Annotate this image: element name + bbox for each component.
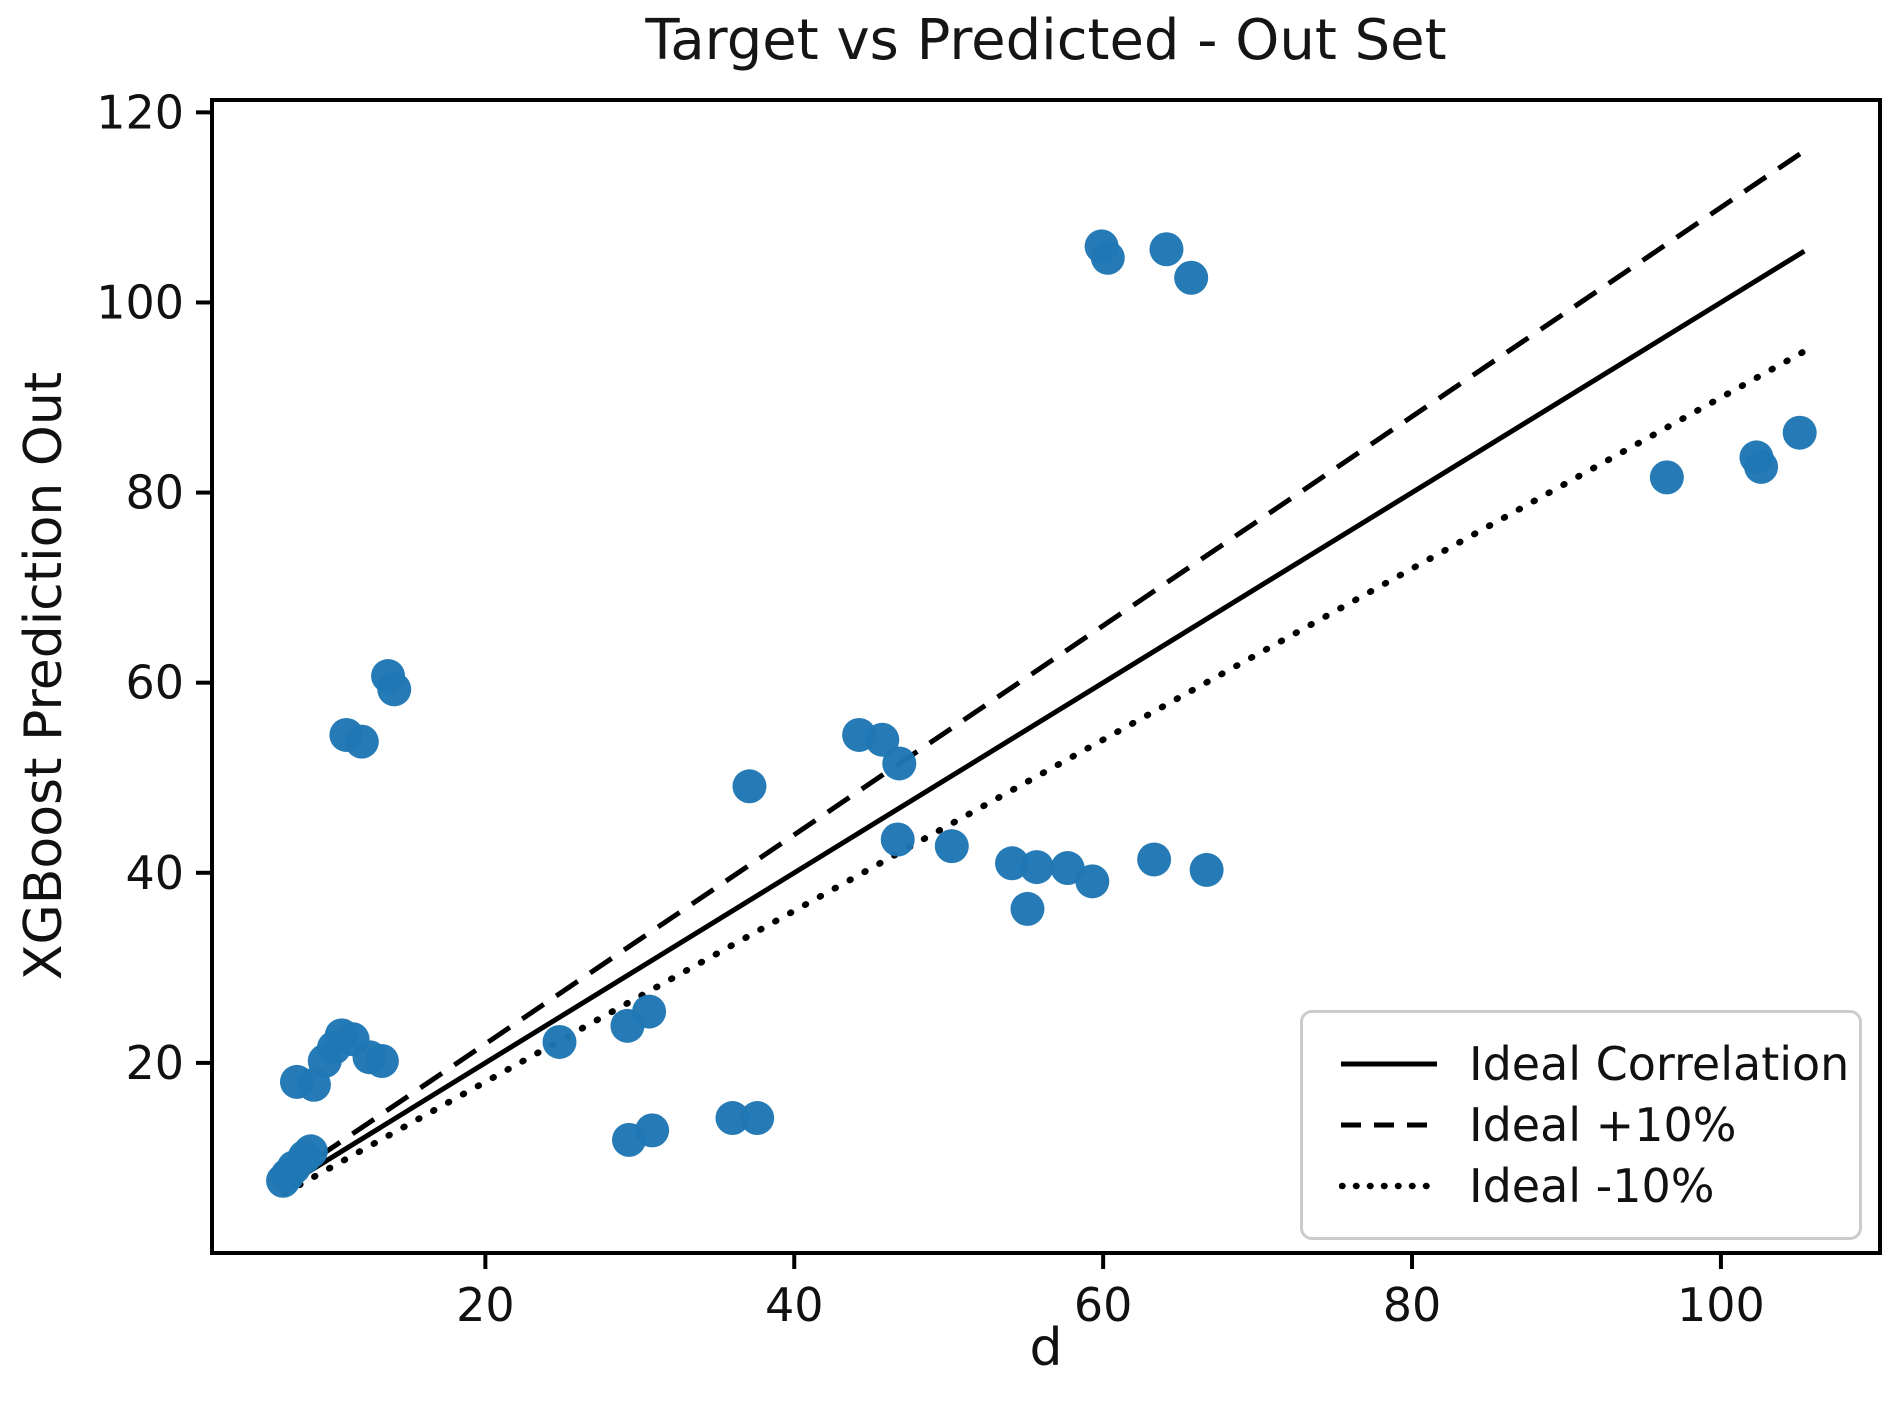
data-point bbox=[1075, 864, 1110, 899]
y-tick-label: 80 bbox=[125, 466, 184, 520]
data-point bbox=[1782, 415, 1817, 450]
dashed-line-sample-icon bbox=[1341, 1122, 1437, 1128]
legend-entry-ideal-correlation: Ideal Correlation bbox=[1339, 1037, 1849, 1091]
data-point bbox=[1137, 842, 1172, 877]
data-point bbox=[1744, 449, 1779, 484]
y-tick-label: 20 bbox=[125, 1036, 184, 1090]
chart-title: Target vs Predicted - Out Set bbox=[645, 8, 1447, 73]
data-point bbox=[880, 822, 915, 857]
data-point bbox=[1149, 232, 1184, 267]
x-tick-label: 40 bbox=[765, 1278, 824, 1332]
data-point bbox=[632, 994, 667, 1029]
reference-line-dashed bbox=[283, 148, 1806, 1182]
data-point bbox=[635, 1113, 670, 1148]
data-point bbox=[293, 1134, 328, 1169]
data-point bbox=[1189, 852, 1224, 887]
data-point bbox=[1019, 850, 1054, 885]
data-point bbox=[1649, 460, 1684, 495]
plot-frame bbox=[210, 98, 1882, 1255]
x-tick-label: 20 bbox=[456, 1278, 515, 1332]
legend-label: Ideal +10% bbox=[1469, 1098, 1737, 1152]
data-point bbox=[542, 1024, 577, 1059]
data-point bbox=[732, 769, 767, 804]
data-point bbox=[1010, 891, 1045, 926]
legend-label: Ideal Correlation bbox=[1469, 1037, 1850, 1091]
y-tick-label: 40 bbox=[125, 846, 184, 900]
x-tick-label: 100 bbox=[1677, 1278, 1765, 1332]
solid-line-sample-icon bbox=[1341, 1061, 1437, 1067]
data-point bbox=[344, 724, 379, 759]
y-tick-label: 120 bbox=[96, 85, 184, 139]
data-point bbox=[740, 1101, 775, 1136]
data-point bbox=[1174, 260, 1209, 295]
legend-label: Ideal -10% bbox=[1469, 1159, 1715, 1213]
data-point bbox=[882, 746, 917, 781]
dotted-line-sample-icon bbox=[1339, 1182, 1439, 1190]
reference-line-solid bbox=[283, 249, 1806, 1189]
reference-line-dotted bbox=[281, 348, 1808, 1197]
x-tick-label: 60 bbox=[1074, 1278, 1133, 1332]
data-point bbox=[364, 1043, 399, 1078]
x-axis-label: d bbox=[1029, 1318, 1063, 1378]
data-point bbox=[865, 722, 900, 757]
data-point bbox=[715, 1101, 750, 1136]
x-tick-label: 80 bbox=[1383, 1278, 1442, 1332]
legend: Ideal Correlation Ideal +10% Ideal -10% bbox=[1300, 1010, 1862, 1240]
legend-entry-ideal-minus10: Ideal -10% bbox=[1339, 1159, 1849, 1213]
legend-entry-ideal-plus10: Ideal +10% bbox=[1339, 1098, 1849, 1152]
data-point bbox=[934, 829, 969, 864]
y-tick-label: 100 bbox=[96, 275, 184, 329]
y-tick-label: 60 bbox=[125, 656, 184, 710]
y-axis-label: XGBoost Prediction Out bbox=[14, 371, 74, 981]
data-point bbox=[377, 672, 412, 707]
data-point bbox=[1090, 240, 1125, 275]
